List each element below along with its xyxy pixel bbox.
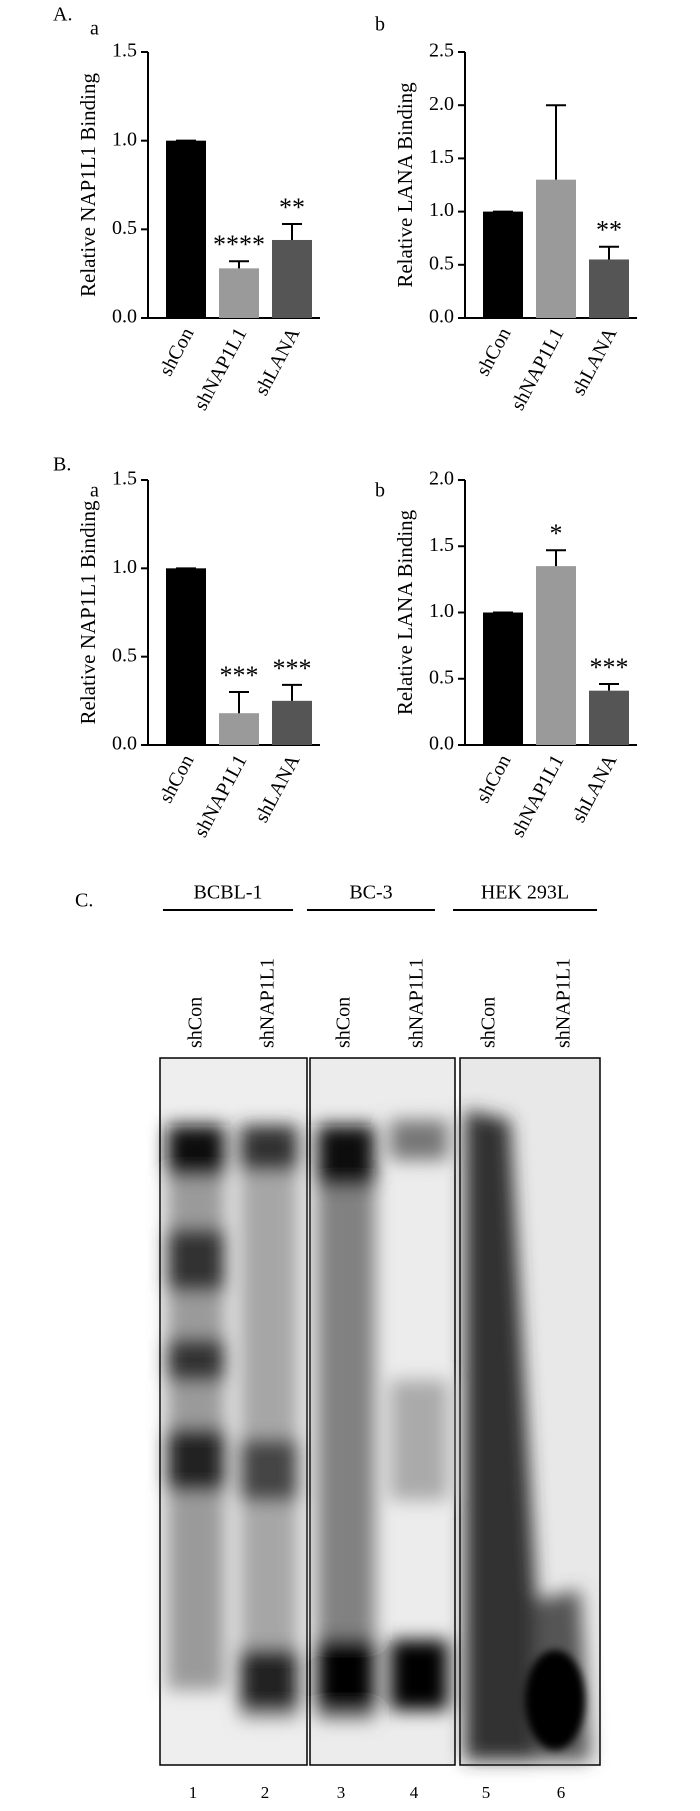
x-tick-label: shCon [155,324,198,379]
bar [483,211,523,318]
bar [166,140,206,318]
bar [219,268,259,318]
gel-group-label: BC-3 [349,882,392,904]
error-bar [229,260,249,269]
x-tick-label: shCon [155,751,198,806]
gel-group-label: HEK 293L [481,882,569,904]
x-tick-label: shLANA [568,324,622,400]
bar [219,713,259,745]
lane-number: 4 [410,1783,419,1802]
y-tick-label: 2.0 [429,93,454,115]
significance: ** [279,193,305,222]
y-tick-label: 1.5 [112,468,137,490]
y-tick-label: 0.5 [429,666,454,688]
figure-body: A. B. C. [53,4,637,1802]
x-tick-label: shLANA [251,324,305,400]
y-tick-label: 1.5 [112,40,137,62]
section-label: C. [75,890,93,912]
significance: *** [273,654,312,683]
bar [589,690,629,745]
gel-group-label: BCBL-1 [194,882,263,904]
error-bar [599,683,619,691]
error-bar [282,223,302,240]
y-tick-label: 2.5 [429,40,454,62]
bar [589,259,629,318]
y-tick-label: 1.5 [429,146,454,168]
error-bar [229,691,249,714]
x-tick-label: shNAP1L1 [507,751,569,841]
bar [536,179,576,318]
bar [166,568,206,745]
y-axis-title: Relative NAP1L1 Binding [76,73,100,297]
lane-number: 6 [557,1783,566,1802]
section-label: B. [53,454,71,476]
panel-label: b [375,14,385,36]
bar [272,239,312,318]
y-tick-label: 0.0 [112,306,137,328]
x-tick-label: shNAP1L1 [507,324,569,414]
x-tick-label: shLANA [568,751,622,827]
y-tick-label: 0.5 [429,252,454,274]
lane-number: 5 [482,1783,491,1802]
bar [536,566,576,745]
x-tick-label: shNAP1L1 [190,751,252,841]
y-axis-title: Relative NAP1L1 Binding [76,500,100,724]
lane-label: shCon [333,997,355,1048]
y-tick-label: 0.5 [112,217,137,239]
significance: *** [220,661,259,690]
significance: ** [596,216,622,245]
y-tick-label: 1.0 [112,556,137,578]
significance: * [550,519,563,548]
y-tick-label: 0.0 [429,733,454,755]
y-axis-title: Relative LANA Binding [393,82,417,288]
lane-label: shCon [478,997,500,1048]
y-axis-title: Relative LANA Binding [393,509,417,715]
error-bar [546,104,566,180]
lane-label: shNAP1L1 [553,958,575,1048]
panel-label: a [90,18,99,40]
panel-label: b [375,480,385,502]
y-tick-label: 1.0 [112,128,137,150]
error-bar [599,245,619,260]
x-tick-label: shCon [472,751,515,806]
y-tick-label: 2.0 [429,468,454,490]
panel-label: a [90,480,99,502]
x-tick-label: shNAP1L1 [190,324,252,414]
y-tick-label: 1.0 [429,199,454,221]
lane-label: shCon [185,997,207,1048]
lane-label: shNAP1L1 [406,958,428,1048]
x-tick-label: shLANA [251,751,305,827]
error-bar [546,549,566,567]
bar [483,612,523,745]
x-tick-label: shCon [472,324,515,379]
significance: *** [590,653,629,682]
lane-number: 1 [189,1783,198,1802]
y-tick-label: 0.5 [112,644,137,666]
error-bar [282,683,302,701]
y-tick-label: 1.5 [429,534,454,556]
gel-image [159,1057,601,1766]
significance: **** [213,230,265,259]
y-tick-label: 0.0 [429,306,454,328]
lane-label: shNAP1L1 [257,958,279,1048]
section-label: A. [53,4,72,26]
y-tick-label: 0.0 [112,733,137,755]
bar [272,700,312,745]
lane-number: 2 [261,1783,270,1802]
lane-number: 3 [337,1783,346,1802]
y-tick-label: 1.0 [429,600,454,622]
